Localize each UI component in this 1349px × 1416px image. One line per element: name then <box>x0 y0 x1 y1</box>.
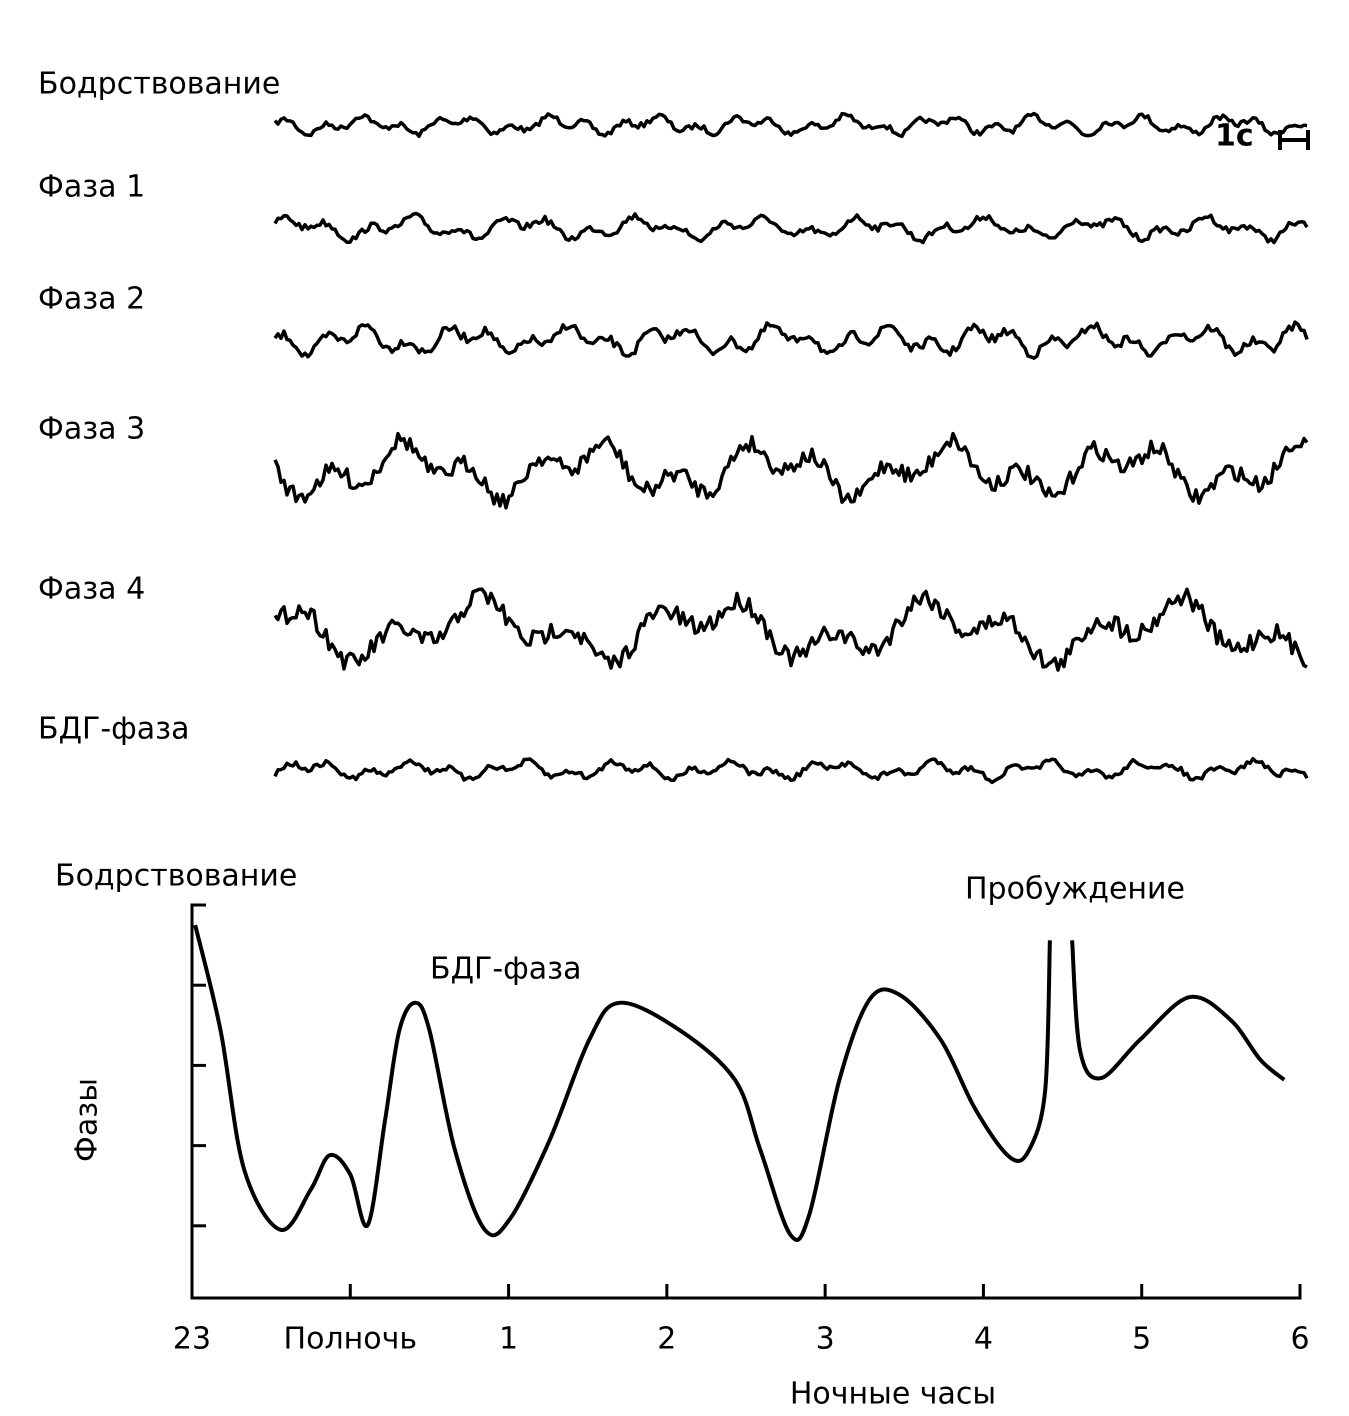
trace-label: Бодрствование <box>38 67 280 102</box>
eeg-trace <box>273 756 1309 785</box>
y-axis-label: Фазы <box>70 1078 105 1162</box>
x-tick-label: Полночь <box>284 1322 417 1357</box>
trace-label: Фаза 3 <box>38 412 145 447</box>
trace-label: Фаза 4 <box>38 572 145 607</box>
x-tick-label: 6 <box>1290 1322 1309 1357</box>
annotation: Пробуждение <box>965 872 1185 907</box>
trace-label: Фаза 2 <box>38 282 145 317</box>
eeg-trace <box>273 111 1308 139</box>
x-tick-label: 2 <box>657 1322 676 1357</box>
eeg-trace <box>273 587 1308 672</box>
eeg-trace <box>273 320 1309 360</box>
eeg-trace <box>273 431 1309 510</box>
trace-label: БДГ-фаза <box>38 712 190 747</box>
annotation: БДГ-фаза <box>430 952 582 987</box>
x-axis-label: Ночные часы <box>790 1377 996 1412</box>
x-tick-label: 3 <box>816 1322 835 1357</box>
x-tick-label: 5 <box>1132 1322 1151 1357</box>
annotation: Бодрствование <box>55 859 297 894</box>
x-tick-label: 23 <box>173 1322 211 1357</box>
sleep-curve <box>193 924 1286 1242</box>
x-tick-label: 4 <box>974 1322 993 1357</box>
eeg-trace <box>273 211 1309 245</box>
trace-label: Фаза 1 <box>38 170 145 205</box>
x-tick-label: 1 <box>499 1322 518 1357</box>
